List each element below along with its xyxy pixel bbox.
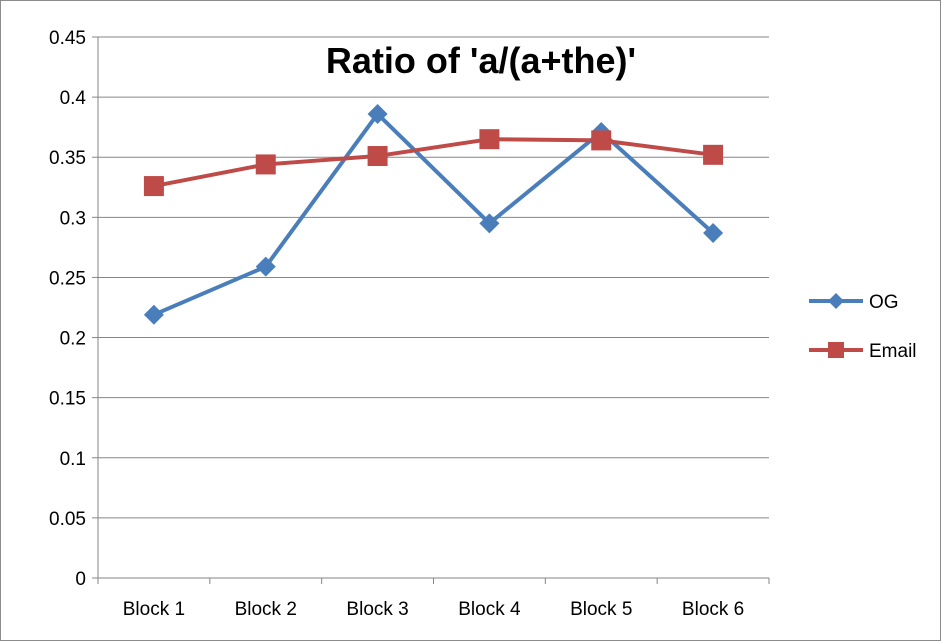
y-tick-label: 0 (75, 569, 86, 590)
series-line (153, 137, 714, 189)
legend-entry-og: OG (809, 292, 899, 313)
data-point-marker (591, 130, 612, 151)
x-tick-label: Block 3 (346, 599, 408, 620)
legend-label: OG (869, 292, 899, 313)
y-tick-label: 0.1 (60, 449, 86, 470)
data-point-marker (143, 304, 164, 325)
y-tick-label: 0.05 (49, 509, 86, 530)
legend-marker (828, 342, 844, 358)
legend-marker (828, 293, 844, 309)
x-tick-label: Block 2 (235, 599, 297, 620)
y-tick-label: 0.45 (49, 28, 86, 49)
y-tick-labels: 0 0.05 0.1 0.15 0.2 0.25 0.3 0.35 0.4 0.45 (49, 28, 86, 590)
y-tick-label: 0.4 (60, 88, 87, 109)
data-point-marker (703, 222, 724, 243)
series-og (143, 103, 724, 325)
series-line (153, 111, 715, 317)
x-tick-label: Block 1 (123, 599, 185, 620)
data-point-marker (255, 154, 276, 175)
y-tick-label: 0.15 (49, 389, 86, 410)
x-tick-label: Block 6 (682, 599, 744, 620)
axes (92, 36, 770, 584)
y-tick-label: 0.35 (49, 148, 86, 169)
x-tick-labels: Block 1 Block 2 Block 3 Block 4 Block 5 Block… (123, 599, 744, 620)
x-tick-label: Block 5 (570, 599, 632, 620)
legend: OG Email (809, 292, 917, 362)
data-point-marker (367, 103, 388, 124)
y-tick-label: 0.3 (60, 208, 86, 229)
y-tick-label: 0.2 (60, 329, 86, 350)
data-point-marker (479, 213, 500, 234)
chart-title: Ratio of 'a/(a+the)' (326, 40, 636, 81)
data-point-marker (703, 144, 724, 165)
gridlines (98, 36, 769, 519)
series (143, 103, 724, 325)
legend-label: Email (869, 341, 917, 362)
data-point-marker (367, 146, 388, 167)
x-tick-label: Block 4 (458, 599, 521, 620)
data-point-marker (255, 256, 276, 277)
series-email (143, 129, 724, 197)
y-tick-label: 0.25 (49, 268, 86, 289)
data-point-marker (479, 129, 500, 150)
legend-entry-email: Email (809, 341, 917, 362)
data-point-marker (143, 176, 164, 197)
